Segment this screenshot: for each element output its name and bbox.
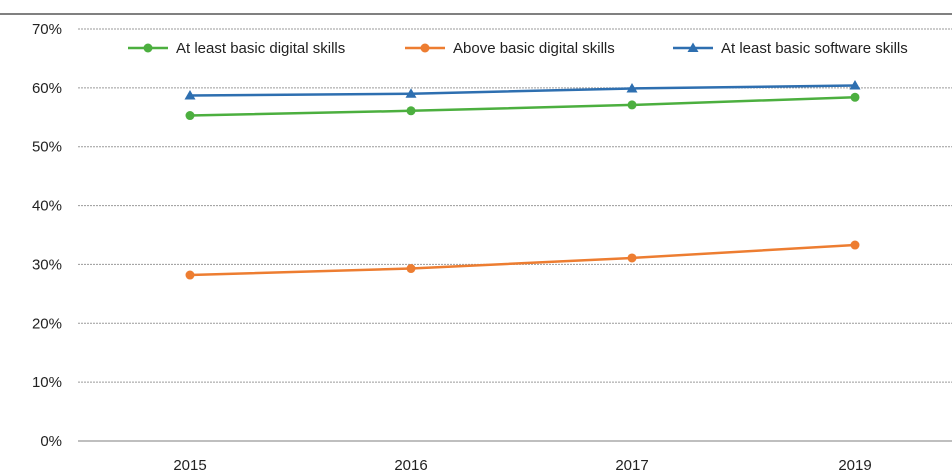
x-tick-label: 2016 xyxy=(394,457,427,474)
data-point-circle xyxy=(850,240,860,250)
series-1 xyxy=(185,92,860,121)
data-point-circle xyxy=(185,270,195,280)
legend-item-1: At least basic digital skills xyxy=(128,40,345,57)
data-point-triangle xyxy=(405,88,417,98)
y-tick-label: 40% xyxy=(32,198,62,215)
series-layer xyxy=(184,80,861,280)
series-line xyxy=(189,96,856,117)
grid-layer xyxy=(78,28,952,442)
data-point-triangle xyxy=(849,80,861,90)
y-tick-label: 50% xyxy=(32,139,62,156)
series-3 xyxy=(184,80,861,100)
data-point-circle xyxy=(627,100,637,110)
y-tick-label: 0% xyxy=(40,433,62,450)
legend-marker-triangle xyxy=(687,42,699,52)
legend-item-3: At least basic software skills xyxy=(673,40,908,57)
data-point-circle xyxy=(185,111,195,121)
legend-label: At least basic software skills xyxy=(721,40,908,57)
x-tick-label: 2017 xyxy=(615,457,648,474)
series-line xyxy=(189,243,856,277)
data-point-triangle xyxy=(626,82,638,93)
series-2 xyxy=(185,240,860,280)
legend-marker-circle xyxy=(420,43,430,53)
data-point-circle xyxy=(406,106,416,116)
legend-label: Above basic digital skills xyxy=(453,40,615,57)
legend-item-2: Above basic digital skills xyxy=(405,40,615,57)
data-point-circle xyxy=(627,253,637,263)
data-point-circle xyxy=(406,264,416,274)
axis-layer: 0% 10% 20% 30% 40% 50% 60% 70% 2015 2016 2017 2019 xyxy=(32,21,872,474)
data-point-circle xyxy=(850,92,860,102)
legend-label: At least basic digital skills xyxy=(176,40,345,57)
data-point-triangle xyxy=(184,90,196,100)
legend: At least basic digital skills Above basic… xyxy=(128,40,908,57)
y-tick-label: 10% xyxy=(32,374,62,391)
x-tick-label: 2015 xyxy=(173,457,206,474)
x-tick-label: 2019 xyxy=(838,457,871,474)
legend-marker-circle xyxy=(143,43,153,53)
y-tick-label: 60% xyxy=(32,80,62,97)
y-tick-label: 20% xyxy=(32,315,62,332)
y-tick-label: 70% xyxy=(32,21,62,38)
series-line xyxy=(189,84,856,97)
y-tick-label: 30% xyxy=(32,256,62,273)
